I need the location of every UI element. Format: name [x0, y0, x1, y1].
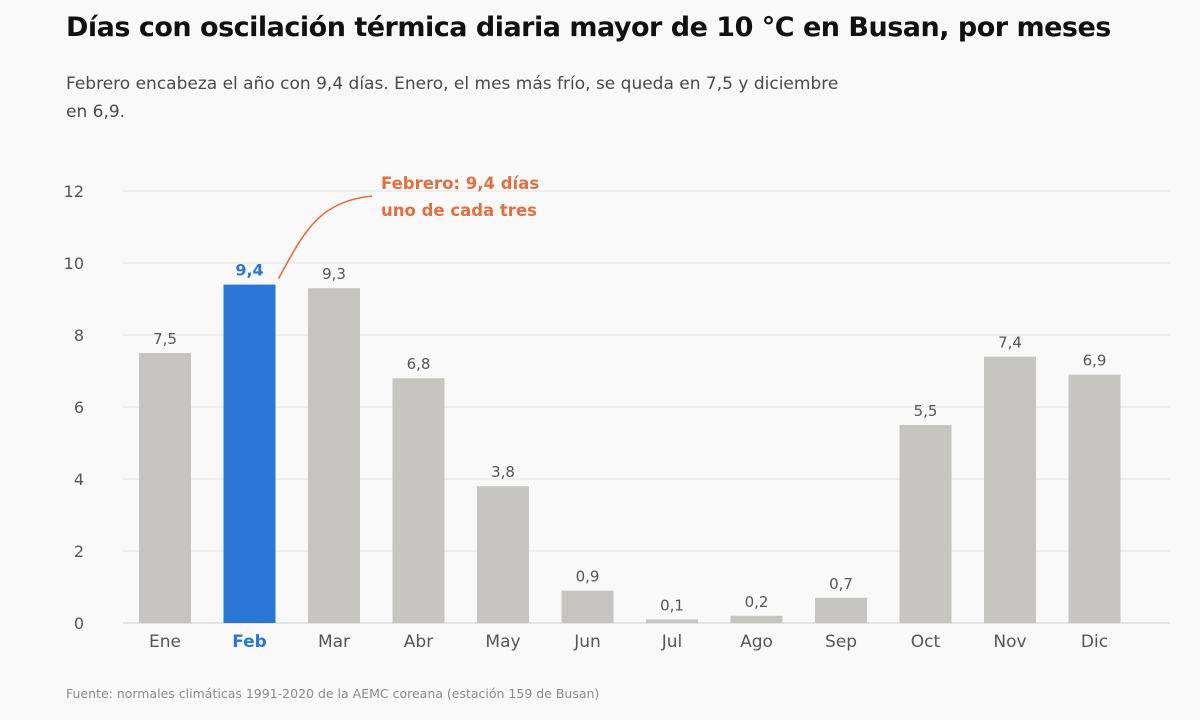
value-labels: 7,5 9,4 9,3 6,8 3,8 0,9 0,1 0,2 0,7 5,5 7,4 6,9 [153, 261, 1106, 615]
value-label: 9,4 [235, 261, 263, 280]
bar-chart: 0 2 4 6 8 10 12 7,5 9,4 9,3 6,8 3,8 0,9 0,1 0,2 0,7 5,5… [64, 174, 1170, 652]
y-tick-label: 6 [74, 398, 84, 417]
bar-ago [730, 615, 783, 623]
y-tick-label: 12 [64, 182, 84, 201]
bar-mar [308, 288, 360, 623]
y-tick-label: 10 [64, 254, 84, 273]
x-tick-label: Ago [740, 632, 773, 652]
bar-sep [815, 597, 867, 623]
value-label: 3,8 [491, 463, 515, 481]
source-note: Fuente: normales climáticas 1991-2020 de… [66, 686, 600, 701]
bar-may [477, 486, 529, 623]
x-tick-label: Jul [661, 632, 683, 652]
value-label: 0,7 [829, 575, 853, 593]
bar-nov [984, 356, 1036, 623]
y-tick-label: 8 [74, 326, 84, 345]
y-tick-label: 0 [74, 614, 84, 633]
x-tick-label: Oct [911, 632, 941, 652]
x-tick-label: May [485, 632, 520, 652]
value-label: 6,9 [1083, 352, 1107, 370]
x-tick-label: Dic [1081, 632, 1108, 652]
x-tick-label: Nov [993, 632, 1026, 652]
x-axis-ticks: Ene Feb Mar Abr May Jun Jul Ago Sep Oct Nov Dic [149, 632, 1108, 652]
bar-dic [1068, 374, 1121, 623]
bar-abr [392, 378, 445, 623]
value-label: 9,3 [322, 265, 346, 283]
y-axis-ticks: 0 2 4 6 8 10 12 [64, 182, 84, 633]
value-label: 6,8 [407, 355, 431, 373]
bar-feb [223, 284, 276, 623]
chart-title: Días con oscilación térmica diaria mayor… [66, 12, 1111, 43]
annotation-text: uno de cada tres [381, 201, 537, 220]
x-tick-label: Ene [149, 632, 181, 652]
value-label: 0,1 [660, 596, 684, 614]
annotation: Febrero: 9,4 días uno de cada tres [277, 174, 539, 279]
value-label: 7,5 [153, 330, 177, 348]
x-tick-label: Feb [232, 632, 267, 652]
x-tick-label: Jun [573, 632, 601, 652]
bar-oct [899, 425, 952, 623]
bar-ene [139, 353, 191, 623]
value-label: 7,4 [998, 334, 1022, 352]
bar-jun [561, 590, 614, 623]
value-label: 0,2 [745, 593, 769, 611]
chart-subtitle: Febrero encabeza el año con 9,4 días. En… [66, 74, 839, 122]
x-tick-label: Abr [404, 632, 433, 652]
bars [139, 284, 1121, 623]
y-tick-label: 4 [74, 470, 84, 489]
y-tick-label: 2 [74, 542, 84, 561]
value-label: 5,5 [914, 402, 938, 420]
x-tick-label: Mar [318, 632, 350, 652]
bar-jul [646, 619, 698, 623]
value-label: 0,9 [576, 568, 600, 586]
annotation-leader-line [277, 195, 373, 279]
x-tick-label: Sep [825, 632, 857, 652]
annotation-text: Febrero: 9,4 días [381, 174, 539, 193]
